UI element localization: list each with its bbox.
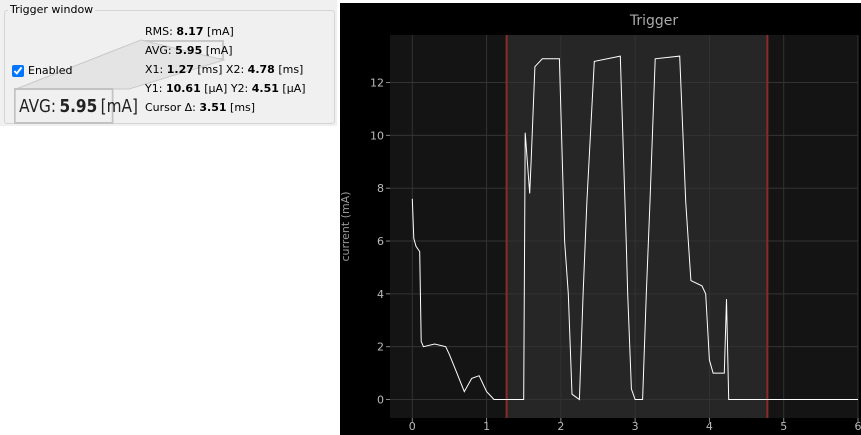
checkbox-label: Enabled (28, 64, 73, 77)
y-axis-label: current (mA) (340, 191, 352, 261)
stat-unit: [µA] (282, 82, 306, 95)
stat-label: X1: (145, 63, 164, 76)
x-tick-label: 3 (632, 420, 639, 433)
group-title: Trigger window (8, 3, 96, 16)
y-tick-label: 8 (377, 182, 384, 195)
stat-value: 4.51 (251, 82, 279, 95)
y-tick-label: 12 (370, 77, 384, 90)
stat-row: Y1: 10.61 [µA] Y2: 4.51 [µA] (145, 82, 306, 95)
stat-value: 5.95 (175, 44, 203, 57)
y-tick-label: 10 (370, 129, 384, 142)
x-tick-label: 2 (557, 420, 564, 433)
stat-row: Cursor Δ: 3.51 [ms] (145, 101, 255, 114)
checkbox[interactable] (12, 64, 24, 77)
group-box (4, 10, 335, 124)
x-tick-label: 5 (780, 420, 787, 433)
connector (15, 39, 226, 90)
x-tick-label: 0 (409, 420, 416, 433)
stat-unit: [mA] (206, 25, 234, 38)
y-tick-label: 4 (377, 288, 384, 301)
cursor-region (506, 35, 768, 418)
y-tick-label: 2 (377, 341, 384, 354)
zoom-unit: [mA] (100, 95, 138, 117)
stat-label: Y1: (145, 82, 163, 95)
trace (411, 55, 858, 401)
stat-label: X2: (225, 63, 245, 76)
zoom-label: AVG: (19, 95, 57, 117)
stat-unit: [mA] (205, 44, 233, 57)
stat-label: Cursor Δ: (145, 101, 196, 114)
stat-unit: [ms] (278, 63, 304, 76)
avg-zoom: AVG: 5.95 [mA] (14, 88, 138, 124)
stat-value: 8.17 (176, 25, 204, 38)
zoom-value: 5.95 (59, 95, 98, 117)
x-tick-label: 6 (855, 420, 861, 433)
stat-unit: [µA] (204, 82, 228, 95)
stat-label: Y2: (230, 82, 249, 95)
x-tick-label: 1 (483, 420, 490, 433)
chart-title: Trigger (629, 13, 679, 29)
stat-row: RMS: 8.17 [mA] (145, 25, 234, 38)
stat-value: 3.51 (199, 101, 227, 114)
stat-value: 4.78 (247, 63, 275, 76)
y-tick-label: 0 (377, 394, 384, 407)
stat-value: 10.61 (165, 82, 201, 95)
stat-row: AVG: 5.95 [mA] (145, 44, 233, 57)
stat-unit: [ms] (197, 63, 223, 76)
stat-label: RMS: (145, 25, 173, 38)
y-tick-label: 6 (377, 235, 384, 248)
enabled-checkbox[interactable]: Enabled (12, 64, 72, 77)
stat-row: X1: 1.27 [ms] X2: 4.78 [ms] (145, 63, 303, 76)
stat-value: 1.27 (166, 63, 194, 76)
stat-unit: [ms] (230, 101, 256, 114)
trigger-panel: Trigger window Enabled AVG: 5.95 [mA] RM… (0, 0, 337, 126)
stat-label: AVG: (145, 44, 172, 57)
zoom-connector (15, 39, 226, 90)
x-tick-label: 4 (706, 420, 713, 433)
